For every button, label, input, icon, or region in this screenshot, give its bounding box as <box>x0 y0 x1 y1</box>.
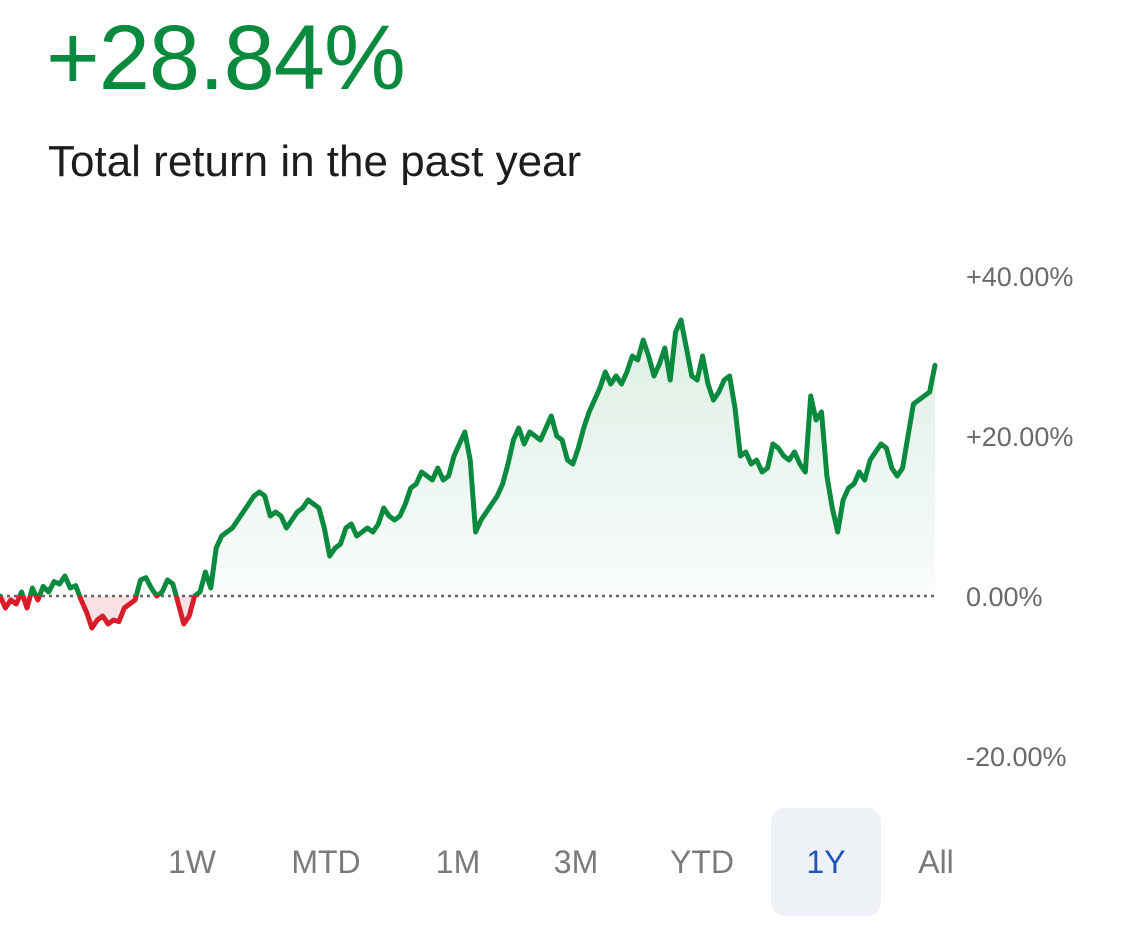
return-chart[interactable]: +40.00% +20.00% 0.00% -20.00% <box>0 240 1125 800</box>
y-tick-label: 0.00% <box>966 582 1043 612</box>
range-button-1m[interactable]: 1M <box>435 844 481 880</box>
y-axis: +40.00% +20.00% 0.00% -20.00% <box>966 262 1073 772</box>
range-button-3m[interactable]: 3M <box>553 844 599 880</box>
range-button-mtd[interactable]: MTD <box>291 844 361 880</box>
y-tick-label: +20.00% <box>966 422 1073 452</box>
range-button-all[interactable]: All <box>918 844 954 880</box>
y-tick-label: -20.00% <box>966 742 1067 772</box>
y-tick-label: +40.00% <box>966 262 1073 292</box>
range-button-ytd[interactable]: YTD <box>670 844 734 880</box>
range-button-1w[interactable]: 1W <box>168 844 216 880</box>
range-selector: 1W MTD 1M 3M YTD 1Y All <box>140 808 1120 916</box>
return-line-positive <box>0 317 938 596</box>
range-button-1y[interactable]: 1Y <box>771 808 881 916</box>
total-return-label: Total return in the past year <box>48 137 582 186</box>
total-return-value: +28.84% <box>46 7 406 109</box>
